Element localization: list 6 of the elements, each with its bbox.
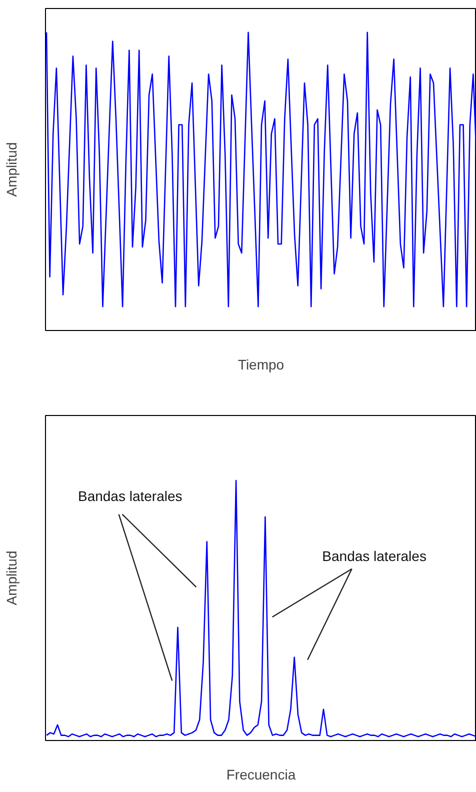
y-axis-title: Amplitud: [4, 550, 20, 606]
y-axis-title: Amplitud: [4, 142, 20, 197]
annotation: Bandas laterales: [78, 488, 182, 504]
x-axis-title: Tiempo: [238, 356, 284, 372]
annotation: Bandas laterales: [322, 548, 426, 564]
x-axis-title: Frecuencia: [226, 766, 296, 782]
